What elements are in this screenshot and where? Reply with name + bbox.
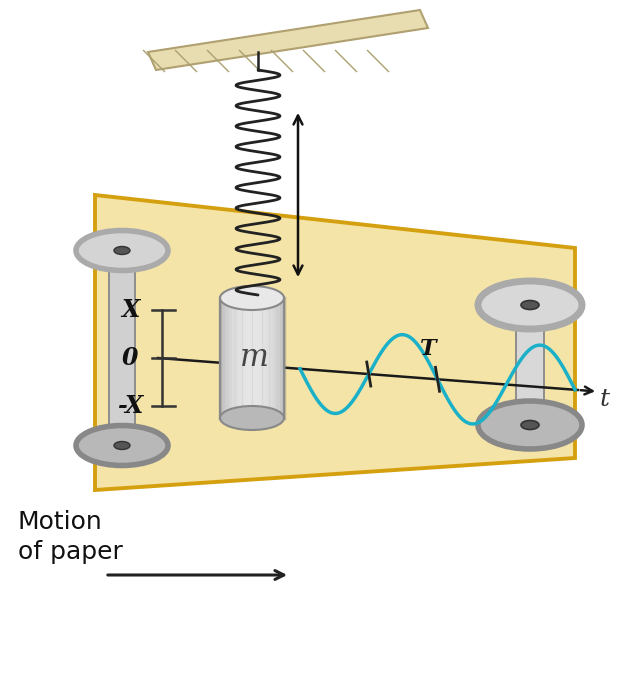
FancyBboxPatch shape bbox=[220, 298, 284, 418]
FancyBboxPatch shape bbox=[516, 305, 544, 425]
Ellipse shape bbox=[220, 406, 284, 430]
Ellipse shape bbox=[478, 401, 582, 449]
Polygon shape bbox=[148, 10, 428, 70]
Ellipse shape bbox=[76, 231, 168, 271]
Polygon shape bbox=[95, 195, 575, 490]
Text: T: T bbox=[420, 338, 436, 359]
Text: -X: -X bbox=[117, 394, 143, 418]
Text: Motion
of paper: Motion of paper bbox=[18, 510, 123, 563]
Text: t: t bbox=[600, 388, 610, 412]
Text: 0: 0 bbox=[122, 346, 138, 370]
Ellipse shape bbox=[114, 441, 130, 450]
Ellipse shape bbox=[521, 420, 539, 429]
Ellipse shape bbox=[478, 281, 582, 329]
Ellipse shape bbox=[114, 247, 130, 254]
Ellipse shape bbox=[521, 300, 539, 309]
Text: m: m bbox=[239, 342, 269, 374]
FancyBboxPatch shape bbox=[109, 250, 135, 445]
Ellipse shape bbox=[220, 286, 284, 310]
Ellipse shape bbox=[76, 426, 168, 466]
Text: X: X bbox=[121, 298, 139, 322]
